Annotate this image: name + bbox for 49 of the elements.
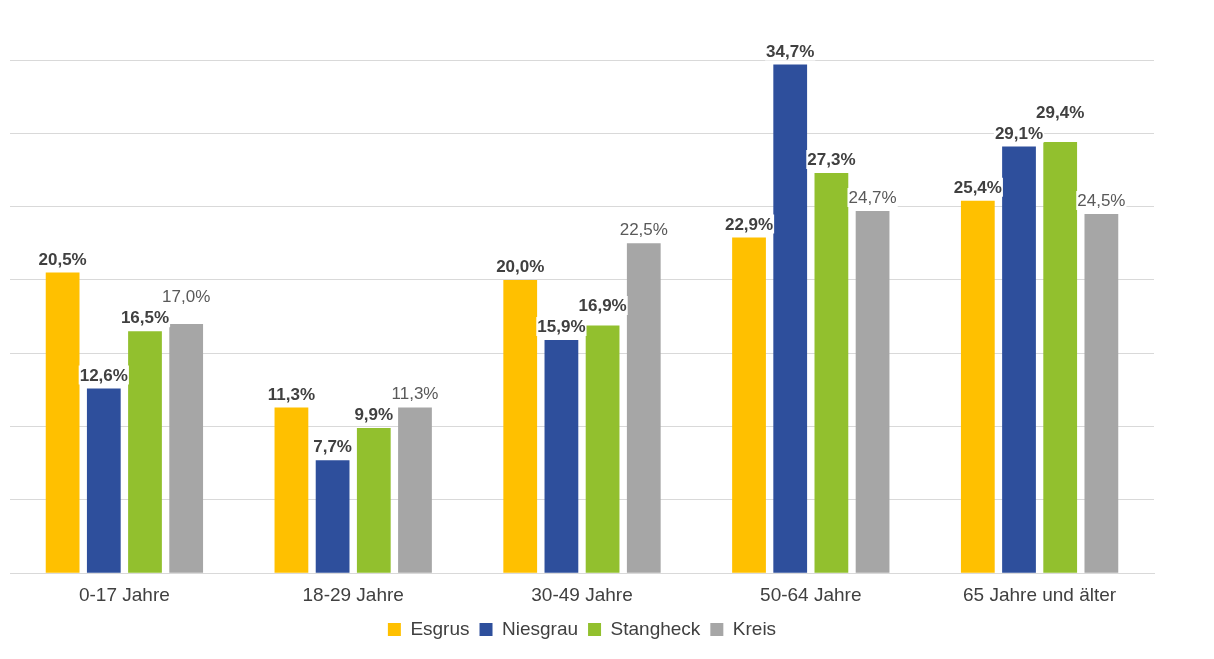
bar [503, 279, 538, 573]
data-label: 22,5% [619, 220, 668, 240]
legend-label: Kreis [732, 617, 777, 639]
legend-label: Esgrus [410, 617, 470, 639]
bar [128, 331, 162, 573]
data-label: 20,0% [496, 257, 545, 277]
bar [732, 237, 766, 573]
data-label: 27,3% [807, 150, 856, 170]
legend-label: Stangheck [610, 617, 701, 639]
data-label: 29,1% [994, 123, 1044, 143]
data-label: 16,9% [578, 296, 627, 316]
bar [626, 243, 661, 573]
data-label: 22,9% [724, 214, 774, 234]
legend-label: Niesgrau [502, 617, 579, 639]
bar [398, 407, 432, 573]
data-label: 20,5% [38, 249, 87, 269]
data-label: 11,3% [391, 384, 439, 404]
data-label: 11,3% [267, 384, 316, 404]
bar [585, 325, 620, 573]
x-tick-label: 0-17 Jahre [78, 583, 170, 605]
bar [544, 340, 579, 573]
x-tick-label: 50-64 Jahre [760, 583, 862, 605]
bar [1084, 213, 1119, 573]
data-label: 25,4% [953, 177, 1002, 197]
bar [45, 272, 80, 573]
bar [855, 211, 890, 573]
x-tick-label: 18-29 Jahre [302, 583, 404, 605]
bar [169, 323, 204, 573]
data-label: 15,9% [537, 317, 586, 337]
bar [1002, 146, 1036, 573]
data-label: 9,9% [354, 405, 394, 425]
bar [274, 407, 309, 573]
x-tick-label: 30-49 Jahre [531, 583, 633, 605]
data-label: 34,7% [766, 41, 815, 61]
bar [960, 200, 995, 573]
data-label: 7,7% [313, 437, 352, 457]
bar [86, 388, 121, 573]
data-label: 16,5% [120, 308, 170, 328]
data-label: 24,7% [848, 188, 897, 208]
bar [315, 460, 350, 573]
bar [356, 428, 391, 573]
x-tick-label: 65 Jahre und älter [963, 583, 1117, 605]
data-label: 17,0% [162, 287, 211, 307]
data-label: 12,6% [79, 365, 128, 385]
bar [773, 64, 808, 573]
bar [814, 172, 849, 573]
bar [1043, 142, 1078, 573]
data-label: 24,5% [1077, 191, 1126, 211]
data-label: 29,4% [1036, 102, 1085, 122]
